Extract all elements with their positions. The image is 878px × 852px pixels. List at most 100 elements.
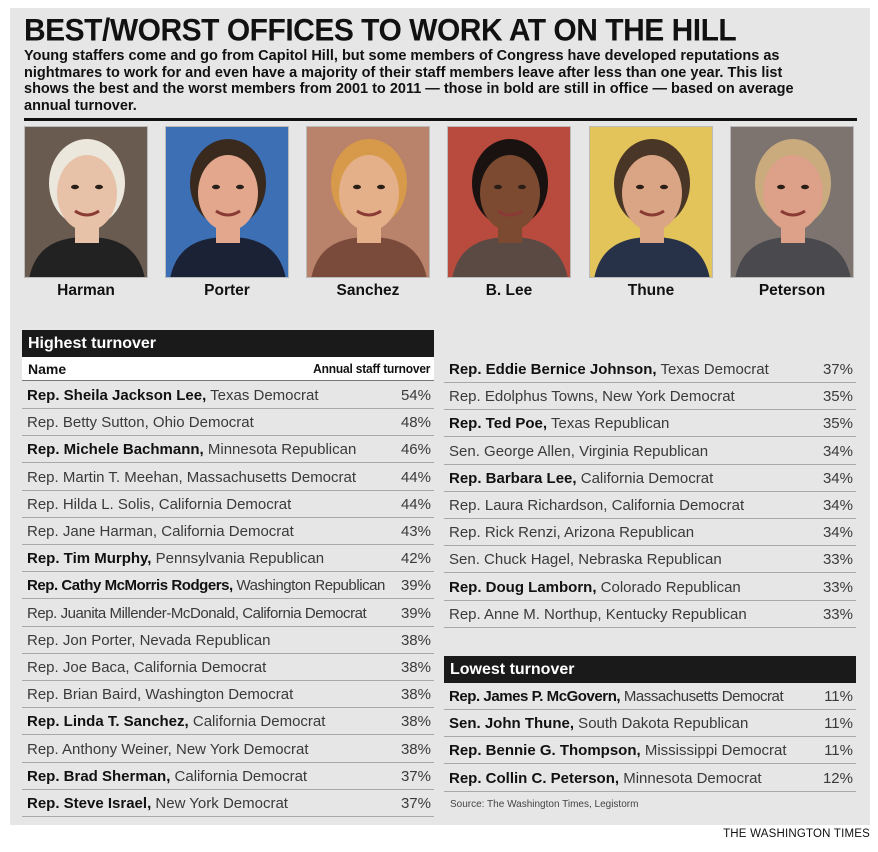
member-state-party: Texas Democrat	[206, 387, 319, 404]
table-row: Rep. James P. McGovern, Massachusetts De…	[444, 683, 856, 710]
member-name: Rep. Brian Baird,	[27, 686, 142, 704]
member-state-party: California Democrat	[129, 659, 267, 676]
member-name: Rep. Betty Sutton,	[27, 414, 149, 432]
portrait-eye	[353, 184, 361, 190]
member-text: Sen. George Allen, Virginia Republican	[449, 438, 708, 465]
turnover-percent: 38%	[400, 740, 431, 758]
member-text: Rep. Sheila Jackson Lee, Texas Democrat	[27, 382, 319, 409]
member-state-party: New York Democrat	[171, 740, 309, 758]
portrait-photo	[589, 126, 713, 278]
member-name: Sen. George Allen,	[449, 442, 575, 460]
member-text: Rep. Martin T. Meehan, Massachusetts Dem…	[27, 464, 356, 491]
member-name: Rep. Rick Renzi,	[449, 524, 561, 542]
table-row: Rep. Collin C. Peterson, Minnesota Democ…	[444, 765, 856, 792]
turnover-percent: 35%	[822, 415, 853, 433]
member-state-party: Nebraska Republican	[574, 551, 722, 569]
table-row: Rep. Brian Baird, Washington Democrat 38%	[22, 681, 434, 709]
portrait-mouth	[497, 209, 523, 217]
member-text: Rep. Steve Israel, New York Democrat	[27, 790, 288, 817]
turnover-percent: 38%	[400, 659, 431, 676]
portrait-mouth	[74, 209, 100, 217]
turnover-percent: 34%	[822, 442, 853, 460]
turnover-percent: 54%	[400, 387, 431, 404]
portrait-clothes	[29, 237, 145, 277]
credit-line: THE WASHINGTON TIMES	[723, 828, 870, 840]
headline-rule	[24, 118, 857, 121]
member-name: Rep. Doug Lamborn,	[449, 578, 597, 596]
member-name: Rep. Brad Sherman,	[27, 767, 171, 785]
member-text: Rep. Edolphus Towns, New York Democrat	[449, 383, 735, 410]
member-name: Rep. Sheila Jackson Lee,	[27, 387, 207, 404]
source-note: Source: The Washington Times, Legistorm	[450, 799, 639, 810]
headline: BEST/WORST OFFICES TO WORK AT ON THE HIL…	[24, 13, 737, 48]
member-name: Rep. Juanita Millender-McDonald,	[27, 604, 239, 622]
table-row: Rep. Brad Sherman, California Democrat 37…	[22, 763, 434, 790]
member-state-party: Minnesota Republican	[203, 441, 357, 459]
turnover-percent: 37%	[822, 361, 853, 378]
table-row: Rep. Betty Sutton, Ohio Democrat 48%	[22, 409, 434, 437]
turnover-percent: 34%	[822, 524, 853, 542]
member-name: Rep. Steve Israel,	[27, 795, 152, 812]
turnover-percent: 11%	[824, 688, 853, 705]
member-name: Rep. Tim Murphy,	[27, 550, 152, 568]
deck-text: Young staffers come and go from Capitol …	[24, 48, 794, 114]
table-row: Sen. Chuck Hagel, Nebraska Republican 33%	[444, 546, 856, 574]
portrait-face	[480, 155, 540, 231]
portrait-face	[763, 155, 823, 231]
member-name: Rep. Ted Poe,	[449, 415, 548, 433]
portrait-photo	[24, 126, 148, 278]
member-text: Rep. Anne M. Northup, Kentucky Republica…	[449, 601, 747, 628]
member-state-party: California Democrat	[607, 497, 745, 514]
member-name: Rep. Joe Baca,	[27, 659, 130, 676]
member-text: Rep. James P. McGovern, Massachusetts De…	[449, 683, 784, 710]
member-state-party: California Democrat	[170, 767, 308, 785]
member-text: Rep. Rick Renzi, Arizona Republican	[449, 519, 694, 546]
member-name: Rep. Michele Bachmann,	[27, 441, 204, 459]
table-row: Rep. Laura Richardson, California Democr…	[444, 492, 856, 519]
member-state-party: Texas Democrat	[656, 361, 769, 378]
turnover-percent: 39%	[400, 604, 431, 622]
member-text: Sen. Chuck Hagel, Nebraska Republican	[449, 546, 722, 573]
portrait-face	[198, 155, 258, 231]
portrait-name: Porter	[204, 282, 250, 299]
turnover-percent: 38%	[400, 686, 431, 704]
member-name: Sen. Chuck Hagel,	[449, 551, 575, 569]
member-text: Rep. Joe Baca, California Democrat	[27, 654, 266, 681]
turnover-percent: 35%	[822, 388, 853, 406]
portrait-photo	[447, 126, 571, 278]
member-state-party: Virginia Republican	[574, 442, 709, 460]
portrait-eye	[236, 184, 244, 190]
table-row: Rep. Jane Harman, California Democrat 43%	[22, 518, 434, 545]
member-state-party: Washington Republican	[232, 577, 385, 595]
turnover-percent: 38%	[400, 631, 431, 649]
member-text: Rep. Brad Sherman, California Democrat	[27, 763, 307, 790]
member-name: Rep. Cathy McMorris Rodgers,	[27, 577, 233, 595]
member-state-party: Minnesota Democrat	[619, 769, 762, 787]
turnover-percent: 33%	[822, 578, 853, 596]
table-row: Rep. Barbara Lee, California Democrat 34%	[444, 465, 856, 492]
turnover-percent: 11%	[824, 715, 853, 733]
portrait-photo	[306, 126, 430, 278]
member-name: Rep. Hilda L. Solis,	[27, 495, 155, 513]
portrait-mouth	[356, 209, 382, 217]
portrait-face	[339, 155, 399, 231]
portrait-eye	[377, 184, 385, 190]
table-row: Rep. Hilda L. Solis, California Democrat…	[22, 491, 434, 518]
table-row: Rep. Bennie G. Thompson, Mississippi Dem…	[444, 737, 856, 765]
table-row: Rep. Joe Baca, California Democrat 38%	[22, 654, 434, 681]
member-text: Rep. Anthony Weiner, New York Democrat	[27, 736, 309, 763]
member-text: Rep. Doug Lamborn, Colorado Republican	[449, 574, 741, 601]
portrait-face	[57, 155, 117, 231]
member-state-party: California Democrat	[576, 469, 714, 487]
member-state-party: South Dakota Republican	[574, 715, 749, 733]
member-text: Rep. Ted Poe, Texas Republican	[449, 410, 669, 437]
member-state-party: Arizona Republican	[560, 524, 695, 542]
portrait-eye	[660, 184, 668, 190]
turnover-percent: 12%	[822, 769, 853, 787]
turnover-percent: 48%	[400, 414, 431, 432]
member-state-party: California Democrat	[238, 604, 367, 622]
table-row: Rep. Eddie Bernice Johnson, Texas Democr…	[444, 356, 856, 383]
portrait-name: Sanchez	[336, 282, 400, 299]
column-name-label: Name	[28, 361, 67, 377]
turnover-percent: 38%	[400, 713, 431, 731]
